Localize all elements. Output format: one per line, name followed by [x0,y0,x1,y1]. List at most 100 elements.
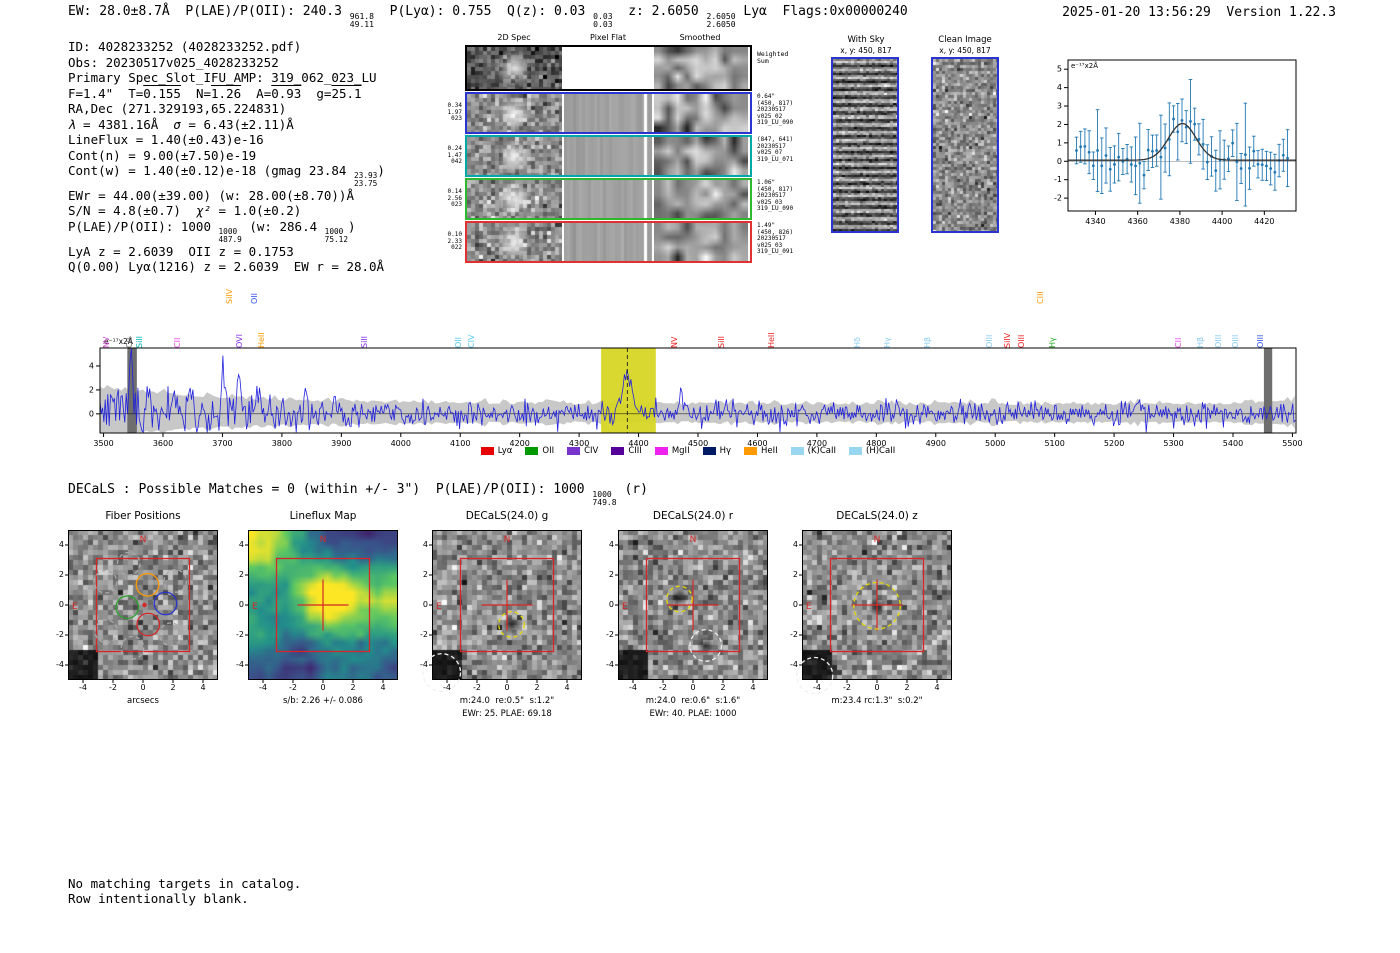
emission-line-label: OII [250,292,260,304]
y-tick-label: 0 [1057,157,1062,166]
spec2d-image [467,137,562,175]
text-segment: ID: 4028233252 (4028233252.pdf) [68,39,302,54]
right-label-line: (450, 817) [757,185,794,193]
full-spectrum-plot: 3500 3600 3700 3800 3900 4000 4100 4200 4300 4400… [89,337,1303,448]
x-tick-label: 5400 [1223,439,1243,448]
text-segment: g= [301,85,332,101]
stacked-fraction: 23.93 23.75 [354,172,377,188]
y-tick-label: 0 [238,600,244,609]
left-label-line: 023 [451,201,462,209]
spec2d-column-header: Pixel Flat [590,33,626,42]
legend-swatch [567,447,581,455]
with-sky-image [833,59,897,231]
with-sky-coords: x, y: 450, 817 [840,46,892,55]
legend-swatch [654,447,668,455]
emission-line-label-layer: NV CII SiII CII SiIV OVI OII HeII SiII OII CIV NV Si… [68,268,1308,464]
text-segment: P(Lyα): 0.755 Q(z): 0.03 [374,4,594,19]
x-tick-label: 4100 [450,439,470,448]
text-segment: Lyα Flags:0x00000240 [735,4,908,19]
data-point [1104,154,1108,157]
text-segment: 0.93 [271,85,302,101]
text-segment: Cont(w) = 1.40(±0.12)e-18 (gmag 23.84 [68,163,354,178]
data-point [1252,149,1256,153]
right-label-line: v025_02 [757,112,783,120]
y-tick-label: -4 [420,660,428,669]
with-sky-title: With Sky [847,35,885,45]
plot-frame [1067,59,1297,212]
right-label-line: 319_LU_071 [757,155,794,163]
x-tick-label: 2 [904,683,910,692]
gaussian-fit-curve [1068,122,1296,161]
x-tick-label: 4360 [1127,217,1147,226]
data-point [1151,149,1154,153]
aperture-square [275,557,371,653]
right-label-line: 20230517 [757,192,786,199]
marker-circle [666,585,693,613]
spec2d-row-right-label: (847, 641) 20230517 v025_07 319_LU_071 [757,136,794,163]
fraction-top: 23.93 [353,171,378,181]
left-label-line: 022 [451,244,462,252]
info-line: S/N = 4.8(±0.7) χ² = 1.0(±0.2) [68,203,385,219]
y-tick-label: 4 [58,540,64,549]
marker-circle [853,581,901,630]
x-tick-label: 4000 [391,439,411,448]
y-tick-label: 4 [608,540,614,549]
info-line: EWr = 44.00(±39.00) (w: 28.00(±8.70))Å [68,188,385,204]
text-segment: σ [173,116,181,132]
text-segment: z: 2.6050 [612,4,707,19]
text-segment: = 4381.16Å [75,116,174,132]
text-segment: N= [180,85,212,101]
data-point [1256,162,1260,166]
emission-line-label: NV [102,336,112,348]
info-line: ID: 4028233252 (4028233252.pdf) [68,39,385,55]
spec2d-image [467,94,562,132]
x-tick-label: 4900 [926,439,946,448]
right-label-line: v025_03 [757,241,783,249]
text-segment: P(LAE)/P(OII): 1000 [68,218,219,234]
marker-circle [689,629,723,662]
legend-swatch [480,447,494,455]
emission-line-label: OIII [1255,334,1265,348]
legend-swatch [702,447,716,455]
cutout-caption: m:24.0 re:0.6" s:1.6" [645,696,741,706]
text-segment: EW: 28.0±8.7Å P(LAE)/P(OII): 240.3 [68,4,350,19]
weighted-sum-line: Sum [757,57,769,65]
fraction-bottom: 749.8 [592,497,617,507]
info-line: Q(0.00) Lyα(1216) z = 2.6039 EW r = 28.0… [68,259,385,275]
y-tick-label: 4 [792,540,798,549]
smoothed-image [654,94,748,132]
text-segment: ) [348,218,356,234]
right-label-line: 319_LU_090 [757,119,794,126]
right-label-line: 20230517 [757,142,786,150]
smoothed-image [654,137,748,175]
spectrum-legend: Lyα OII CIV CIII MgII Hγ HeII (K)CaII (H)CaII [68,446,1308,456]
x-tick-label: -2 [473,683,481,692]
cutout-title: DECaLS(24.0) g [465,510,549,522]
fraction-bottom: 2.6050 [706,19,736,29]
emission-line-label: SiII [717,335,727,348]
left-label-line: 2.56 [447,194,462,202]
legend-item: (H)CaII [849,446,895,456]
cutout-decals-r: DECaLS(24.0) r m:24.0 re:0.6" s:1.6" EWr… [606,510,768,719]
text-segment: A= [241,85,272,101]
text-segment: RA,Dec (271.329193,65.224831) [68,101,287,116]
marker-circle [163,569,188,593]
emission-line-label: Hγ [1047,337,1057,348]
y-tick-label: 2 [1057,120,1062,129]
y-tick-label: 4 [89,361,94,370]
x-tick-label: 4300 [569,439,589,448]
compass-east: E [622,602,628,612]
footer-note-1: No matching targets in catalog. [68,876,302,891]
right-label-line: (847, 641) [757,136,794,143]
line-fit-plot: 4340 4360 4380 4400 4420 -2 -1 0 1 2 3 4 5 e⁻¹⁷x2Å [1054,59,1297,226]
y-tick-label: 2 [89,385,94,394]
legend-label: MgII [671,446,690,456]
x-tick-label: 2 [350,683,356,692]
pixelflat-image [564,137,652,175]
y-tick-label: 5 [1057,65,1062,74]
x-tick-label: 2 [720,683,726,692]
x-tick-label: 4340 [1085,217,1105,226]
text-segment: = 6.43(±2.11)Å [180,116,294,132]
y-axis-label: e⁻¹⁷x2Å [104,337,134,346]
